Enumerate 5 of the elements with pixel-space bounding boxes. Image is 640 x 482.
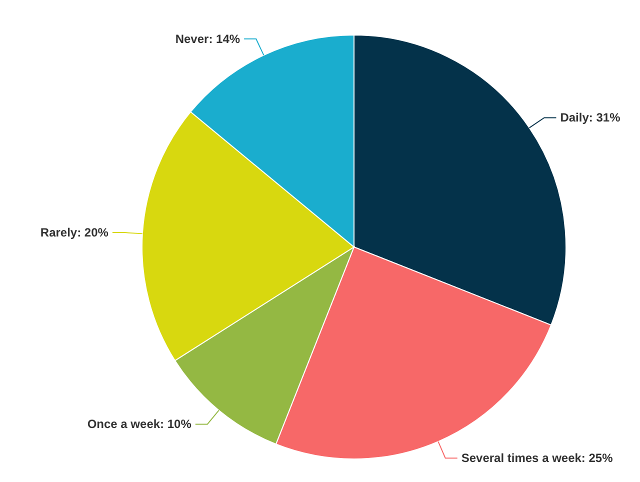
slice-label: Rarely: 20% [40,226,109,240]
slice-label: Several times a week: 25% [461,451,614,466]
slice-label: Once a week: 10% [87,417,192,432]
slice-label: Never: 14% [175,32,240,46]
slice-label: Daily: 31% [560,110,621,125]
